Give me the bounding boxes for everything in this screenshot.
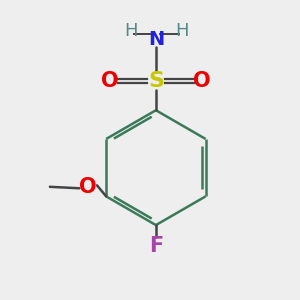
Text: F: F [149, 236, 163, 256]
Text: O: O [101, 71, 119, 91]
Text: S: S [148, 71, 164, 91]
Text: N: N [148, 30, 164, 49]
Text: O: O [193, 71, 210, 91]
Text: H: H [124, 22, 138, 40]
Text: O: O [80, 177, 97, 197]
Text: H: H [176, 22, 189, 40]
